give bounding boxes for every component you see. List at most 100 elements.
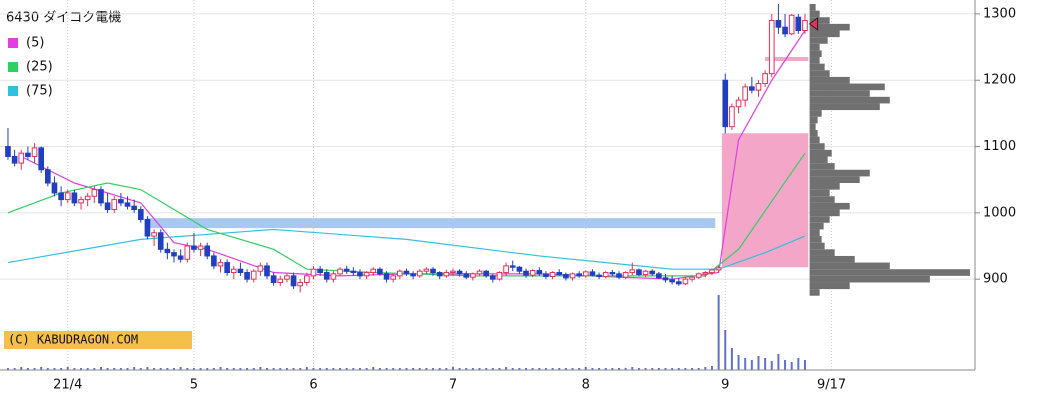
volume-bar bbox=[53, 368, 56, 370]
volume-profile-bar bbox=[809, 149, 832, 157]
candle-body bbox=[403, 270, 410, 275]
candle-body bbox=[662, 277, 669, 281]
candle-body bbox=[184, 245, 191, 260]
candle-body bbox=[51, 182, 58, 194]
volume-bar bbox=[637, 368, 640, 370]
volume-bar bbox=[564, 368, 567, 370]
legend-label: (75) bbox=[26, 84, 53, 99]
candle-body bbox=[58, 192, 64, 201]
volume-bar bbox=[471, 368, 474, 370]
candle-body bbox=[795, 16, 802, 32]
volume-bar bbox=[584, 367, 587, 370]
y-tick-label: 1100 bbox=[983, 139, 1016, 154]
candle-body bbox=[556, 272, 563, 276]
candle-body bbox=[656, 273, 662, 279]
candle-body bbox=[98, 189, 104, 204]
volume-profile-bar bbox=[809, 23, 850, 31]
volume-bar bbox=[133, 367, 136, 370]
candle-body bbox=[377, 268, 383, 275]
volume-bar bbox=[246, 368, 249, 370]
candle-body bbox=[456, 270, 463, 275]
volume-bar bbox=[173, 368, 176, 370]
volume-profile-bar bbox=[809, 10, 820, 18]
volume-bar bbox=[631, 367, 634, 370]
volume-bar bbox=[730, 348, 733, 370]
candle-body bbox=[310, 268, 317, 277]
volume-bar bbox=[538, 368, 541, 370]
y-tick-label: 900 bbox=[983, 272, 1008, 287]
volume-profile-bar bbox=[809, 269, 970, 276]
legend-label: (5) bbox=[26, 36, 44, 51]
candle-body bbox=[489, 275, 496, 280]
x-tick-label: 8 bbox=[582, 378, 590, 393]
volume-profile-bar bbox=[809, 229, 820, 237]
volume-bar bbox=[166, 368, 169, 370]
candle-body bbox=[71, 192, 78, 204]
candle-body bbox=[91, 189, 98, 197]
x-tick-label: 9/17 bbox=[817, 378, 846, 393]
candle-body bbox=[383, 273, 390, 280]
volume-bar bbox=[724, 330, 727, 370]
candle-body bbox=[304, 275, 310, 283]
volume-bar bbox=[591, 368, 594, 370]
volume-profile-bar bbox=[809, 70, 830, 77]
volume-profile-bar bbox=[809, 103, 880, 111]
candle-body bbox=[802, 20, 808, 32]
volume-bar bbox=[432, 368, 435, 370]
volume-bar bbox=[578, 368, 581, 370]
volume-bar bbox=[531, 368, 534, 370]
volume-bar bbox=[425, 368, 428, 370]
volume-profile-bar bbox=[809, 57, 820, 64]
volume-bar bbox=[232, 368, 235, 370]
volume-bar bbox=[60, 368, 63, 370]
volume-bar bbox=[491, 368, 494, 370]
candle-body bbox=[118, 199, 124, 204]
volume-bar bbox=[405, 368, 408, 370]
candle-body bbox=[397, 270, 403, 277]
volume-bar bbox=[252, 368, 255, 370]
volume-bar bbox=[113, 368, 116, 370]
volume-profile-bar bbox=[809, 96, 890, 104]
volume-bar bbox=[212, 368, 215, 370]
volume-bar bbox=[46, 368, 49, 370]
candle-body bbox=[609, 272, 616, 275]
volume-profile-bar bbox=[809, 236, 822, 243]
candle-body bbox=[104, 202, 111, 211]
candle-body bbox=[483, 270, 489, 277]
volume-bar bbox=[352, 368, 355, 370]
candle-body bbox=[390, 275, 397, 280]
candle-body bbox=[470, 273, 476, 278]
volume-bar bbox=[385, 368, 388, 370]
candle-body bbox=[476, 270, 483, 275]
y-tick-label: 1000 bbox=[983, 205, 1016, 220]
volume-bar bbox=[325, 368, 328, 370]
volume-bar bbox=[710, 366, 713, 370]
volume-profile-bar bbox=[809, 123, 816, 130]
volume-bar bbox=[93, 368, 96, 370]
volume-profile-bar bbox=[809, 176, 860, 184]
volume-bar bbox=[704, 367, 707, 370]
volume-bar bbox=[292, 368, 295, 370]
candle-body bbox=[18, 152, 25, 164]
candle-body bbox=[722, 79, 729, 128]
volume-profile-bar bbox=[809, 196, 835, 203]
candle-body bbox=[11, 155, 18, 164]
volume-bar bbox=[279, 368, 282, 370]
volume-profile-bar bbox=[809, 30, 840, 38]
candle-body bbox=[171, 252, 177, 257]
candle-body bbox=[337, 268, 343, 275]
volume-bar bbox=[73, 368, 76, 370]
candle-body bbox=[323, 272, 330, 280]
candle-body bbox=[191, 245, 197, 250]
volume-bar bbox=[697, 368, 700, 370]
volume-bar bbox=[498, 368, 501, 370]
volume-bar bbox=[86, 368, 89, 370]
candle-body bbox=[350, 270, 357, 274]
candle-body bbox=[284, 275, 290, 280]
volume-bar bbox=[790, 362, 793, 370]
volume-bar bbox=[99, 367, 102, 370]
volume-bar bbox=[757, 356, 760, 370]
volume-bar bbox=[764, 358, 767, 370]
candle-body bbox=[343, 268, 350, 272]
volume-profile-bar bbox=[809, 43, 820, 51]
